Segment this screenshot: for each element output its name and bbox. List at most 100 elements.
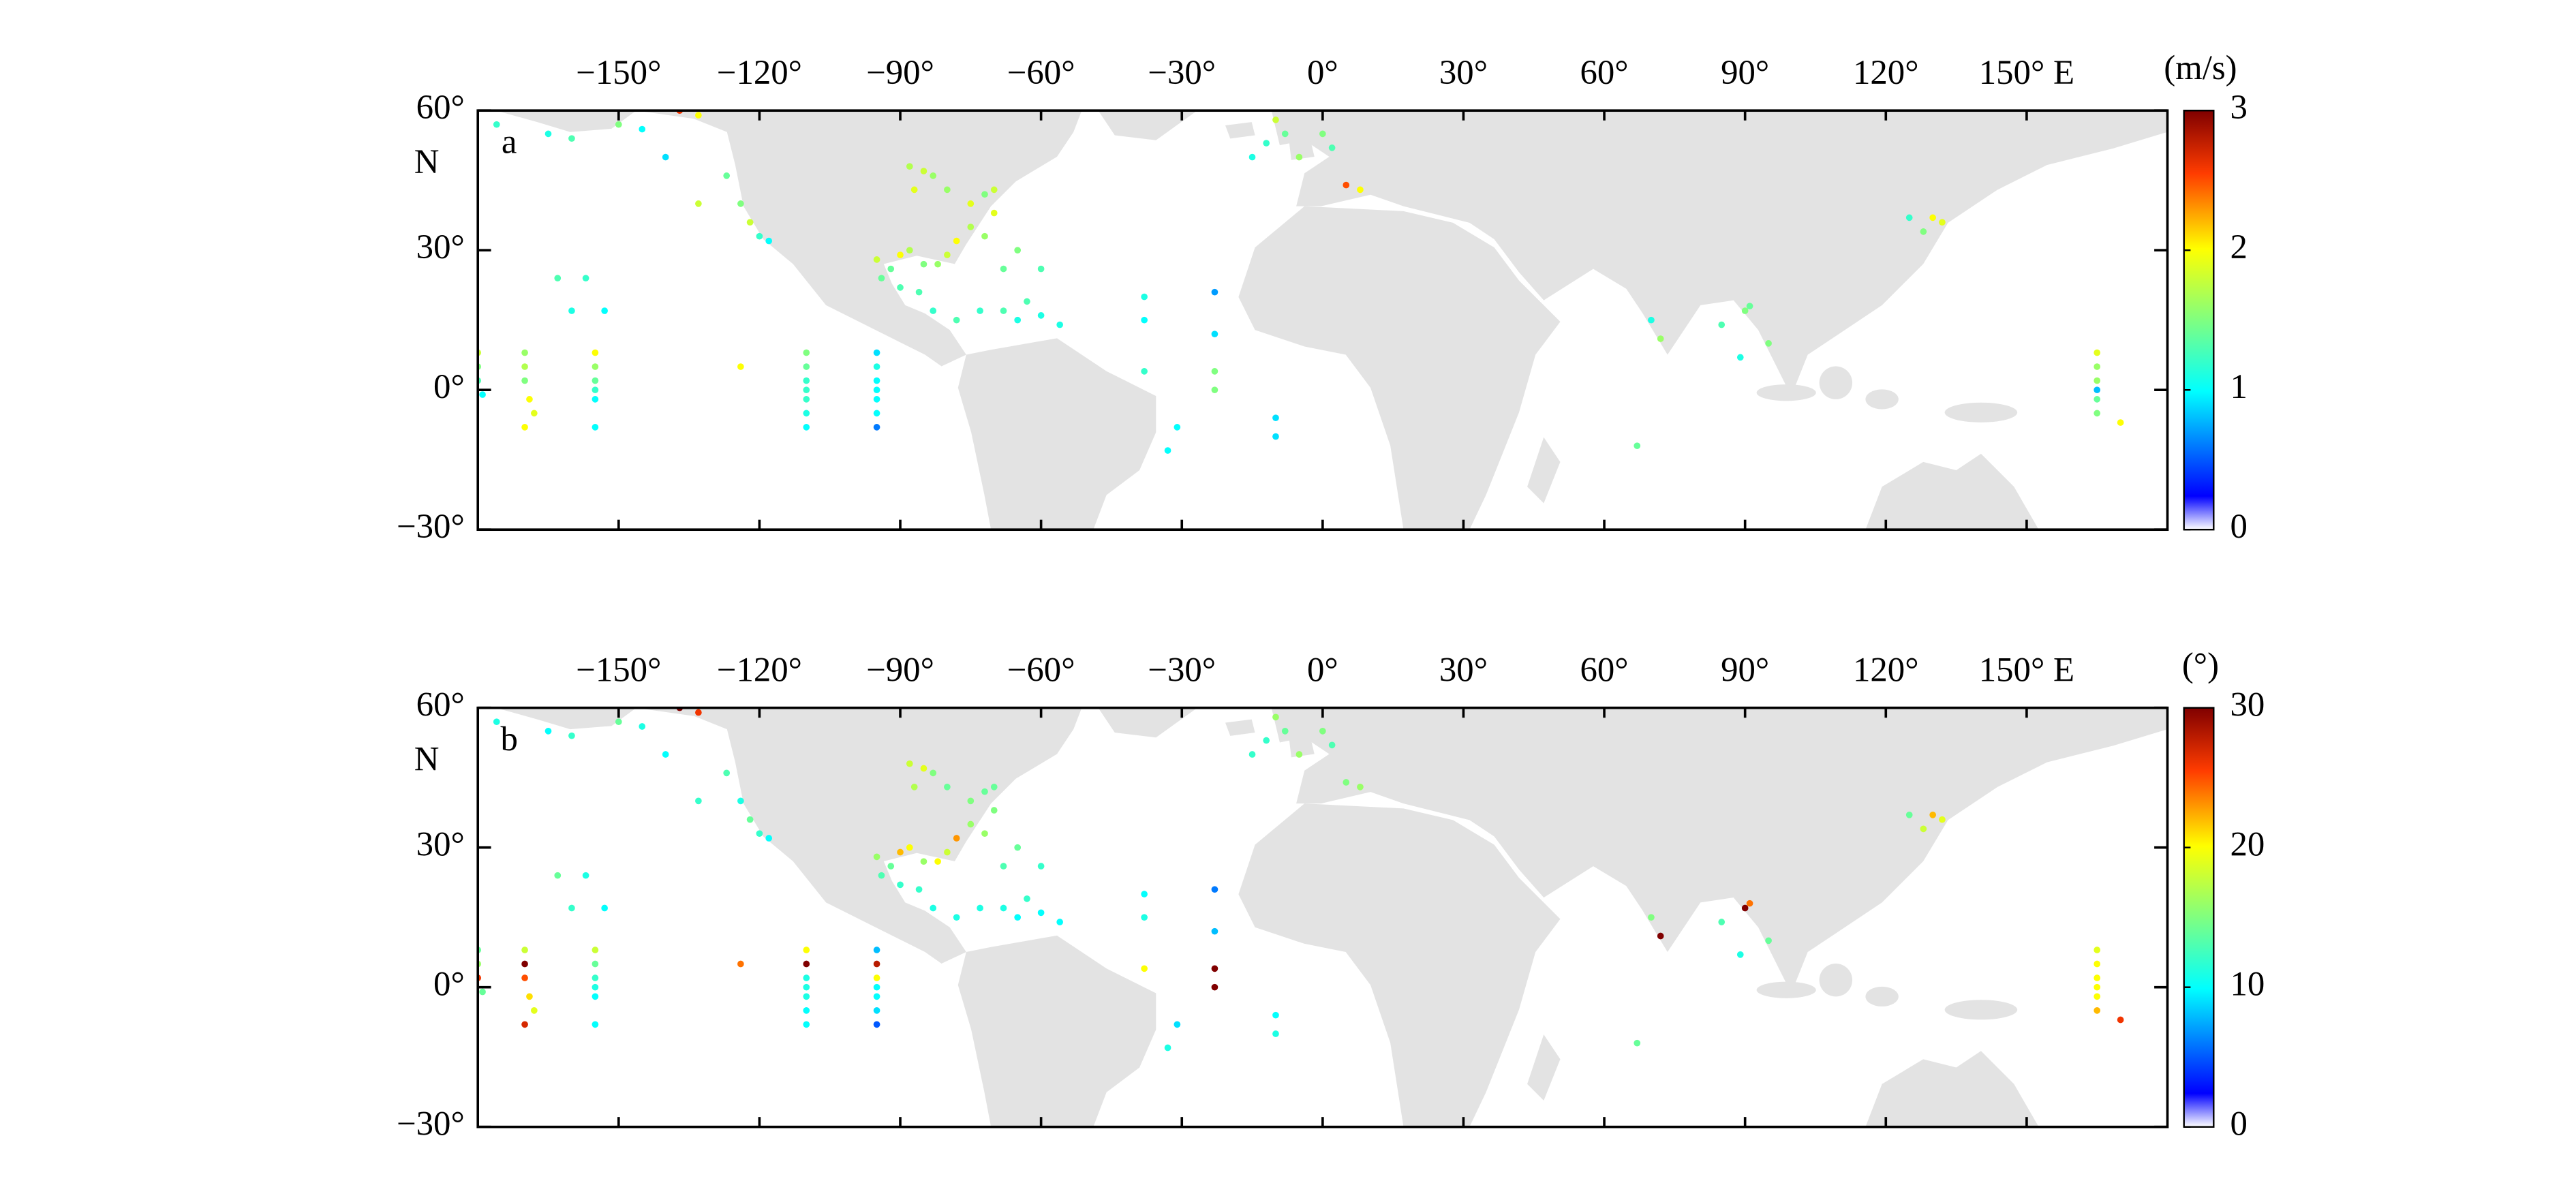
station-point xyxy=(1343,779,1350,786)
station-point xyxy=(592,386,599,394)
station-point xyxy=(920,765,927,772)
station-point xyxy=(930,904,937,912)
station-point xyxy=(695,797,702,805)
station-point xyxy=(910,186,918,194)
x-tick-label: 30° xyxy=(1439,53,1488,91)
station-point xyxy=(1657,335,1664,342)
station-point xyxy=(873,947,880,953)
station-point xyxy=(1248,751,1256,758)
station-point xyxy=(967,224,975,230)
station-point xyxy=(2117,419,2124,426)
colorbar-tick-label: 10 xyxy=(2230,964,2265,1002)
map-b xyxy=(495,707,2168,1127)
station-point xyxy=(746,816,754,823)
station-point xyxy=(990,807,998,814)
x-tick-label: 60° xyxy=(1580,651,1628,689)
station-point xyxy=(2094,947,2101,953)
station-point xyxy=(1000,863,1007,870)
x-tick-label: −60° xyxy=(1007,651,1075,689)
station-point xyxy=(887,265,895,273)
station-point xyxy=(479,988,486,996)
station-point xyxy=(873,993,880,1000)
station-point xyxy=(592,960,599,968)
station-point xyxy=(493,718,500,726)
station-point xyxy=(1141,914,1148,921)
station-point xyxy=(1634,442,1641,450)
station-point xyxy=(967,797,975,805)
x-tick-label: 90° xyxy=(1721,53,1769,91)
station-point xyxy=(1929,812,1936,818)
station-point xyxy=(1141,293,1148,301)
station-point xyxy=(944,848,951,856)
station-point xyxy=(695,200,702,207)
station-point xyxy=(2094,974,2101,981)
station-point xyxy=(1328,741,1336,749)
station-point xyxy=(1211,965,1218,972)
station-point xyxy=(756,830,763,838)
colorbar-tick-label: 20 xyxy=(2230,825,2265,863)
station-point xyxy=(1272,117,1279,123)
station-point xyxy=(1746,900,1753,907)
y-tick-label: 30° xyxy=(416,228,465,266)
station-point xyxy=(662,153,669,161)
station-point xyxy=(592,349,599,356)
station-point xyxy=(1037,265,1045,273)
station-point xyxy=(493,121,500,128)
station-point xyxy=(737,960,744,968)
colorbar-tick-label: 0 xyxy=(2230,1104,2248,1142)
station-point xyxy=(2094,993,2101,1000)
station-point xyxy=(981,191,988,198)
station-point xyxy=(1000,307,1007,314)
station-point xyxy=(873,1007,880,1014)
station-point xyxy=(592,947,599,953)
x-tick-label: −30° xyxy=(1148,651,1216,689)
station-point xyxy=(592,1021,599,1028)
station-point xyxy=(1141,368,1148,375)
hemisphere-label: N xyxy=(414,739,440,778)
x-tick-label: −90° xyxy=(866,651,934,689)
station-point xyxy=(1328,144,1336,151)
x-tick-label: 60° xyxy=(1580,53,1628,91)
station-point xyxy=(873,256,880,263)
station-point xyxy=(1014,844,1022,851)
station-point xyxy=(737,363,744,370)
station-point xyxy=(873,349,880,356)
station-point xyxy=(615,121,622,128)
station-point xyxy=(1141,316,1148,324)
station-point xyxy=(873,410,880,417)
station-point xyxy=(873,974,880,981)
station-point xyxy=(953,237,960,245)
station-point xyxy=(592,974,599,981)
station-point xyxy=(873,424,880,431)
station-point xyxy=(803,424,810,431)
station-point xyxy=(2094,983,2101,991)
station-point xyxy=(1000,904,1007,912)
station-point xyxy=(545,130,552,138)
station-point xyxy=(1634,1039,1641,1047)
station-point xyxy=(1141,891,1148,897)
station-point xyxy=(920,168,927,174)
station-point xyxy=(1939,816,1946,823)
station-point xyxy=(592,377,599,384)
station-point xyxy=(803,1021,810,1028)
station-point xyxy=(953,316,960,324)
station-point xyxy=(878,872,885,879)
station-point xyxy=(1929,214,1936,221)
station-point xyxy=(920,858,927,865)
station-point xyxy=(1920,825,1927,833)
station-point xyxy=(873,363,880,370)
station-point xyxy=(803,386,810,394)
station-point xyxy=(756,232,763,240)
station-point xyxy=(1056,919,1064,925)
station-point xyxy=(1024,895,1030,902)
station-point xyxy=(1014,914,1022,921)
station-point xyxy=(897,848,904,856)
station-point xyxy=(568,135,575,142)
station-point xyxy=(873,853,880,861)
station-point xyxy=(521,349,528,356)
colorbar-tick-label: 2 xyxy=(2230,228,2248,266)
points xyxy=(478,110,2124,454)
y-tick-label: 0° xyxy=(433,964,465,1002)
station-point xyxy=(906,163,913,170)
station-point xyxy=(1741,904,1749,912)
